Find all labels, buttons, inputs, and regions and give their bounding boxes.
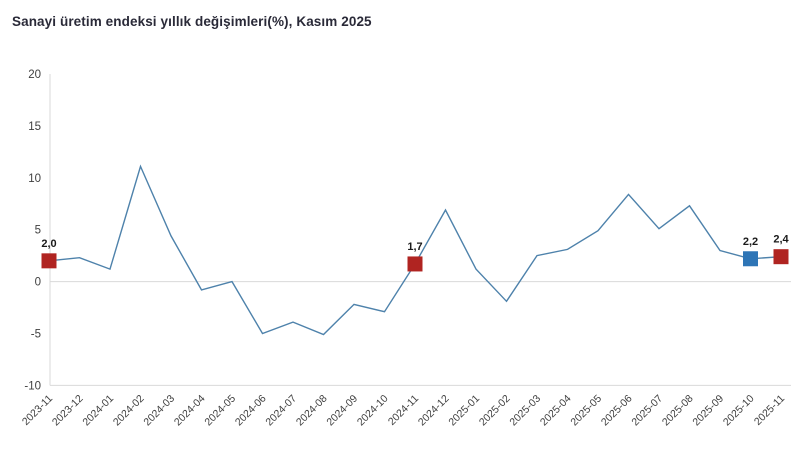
y-tick-label: 10 <box>28 173 41 185</box>
x-tick-label: 2024-05 <box>202 393 238 429</box>
data-marker <box>743 251 758 267</box>
x-tick-label: 2025-04 <box>538 393 574 429</box>
y-tick-label: 20 <box>28 69 41 81</box>
x-tick-label: 2024-04 <box>172 393 208 429</box>
x-tick-label: 2023-11 <box>20 393 55 428</box>
y-tick-label: 15 <box>28 121 41 133</box>
data-label: 2,0 <box>41 238 56 250</box>
x-tick-label: 2024-06 <box>233 393 269 429</box>
x-tick-label: 2025-01 <box>446 393 482 429</box>
data-label: 1,7 <box>407 241 422 253</box>
chart-title: Sanayi üretim endeksi yıllık değişimleri… <box>12 14 372 29</box>
x-tick-label: 2024-07 <box>263 393 299 429</box>
y-tick-label: 5 <box>35 225 41 237</box>
y-tick-label: -5 <box>31 329 41 341</box>
x-tick-label: 2025-07 <box>629 393 665 429</box>
data-marker <box>41 253 57 269</box>
x-tick-label: 2024-11 <box>386 393 421 428</box>
x-tick-label: 2024-08 <box>294 393 330 429</box>
y-tick-label: 0 <box>35 277 41 289</box>
x-tick-label: 2024-12 <box>416 393 452 429</box>
x-tick-label: 2025-11 <box>752 393 787 428</box>
x-tick-label: 2024-02 <box>111 393 147 429</box>
x-tick-label: 2025-10 <box>721 393 757 429</box>
x-tick-label: 2024-01 <box>80 393 116 429</box>
x-tick-label: 2025-06 <box>599 393 635 429</box>
data-label: 2,4 <box>773 234 789 246</box>
x-tick-label: 2025-02 <box>477 393 513 429</box>
x-tick-label: 2025-03 <box>507 393 543 429</box>
x-tick-label: 2023-12 <box>50 393 86 429</box>
x-tick-label: 2025-08 <box>660 393 696 429</box>
data-marker <box>407 256 423 272</box>
x-tick-label: 2025-05 <box>568 393 604 429</box>
x-tick-label: 2024-09 <box>324 393 360 429</box>
x-tick-label: 2024-10 <box>355 393 391 429</box>
data-label: 2,2 <box>743 236 758 248</box>
x-tick-label: 2024-03 <box>141 393 177 429</box>
data-marker <box>773 249 789 265</box>
y-tick-label: -10 <box>24 380 41 392</box>
x-tick-label: 2025-09 <box>690 393 726 429</box>
